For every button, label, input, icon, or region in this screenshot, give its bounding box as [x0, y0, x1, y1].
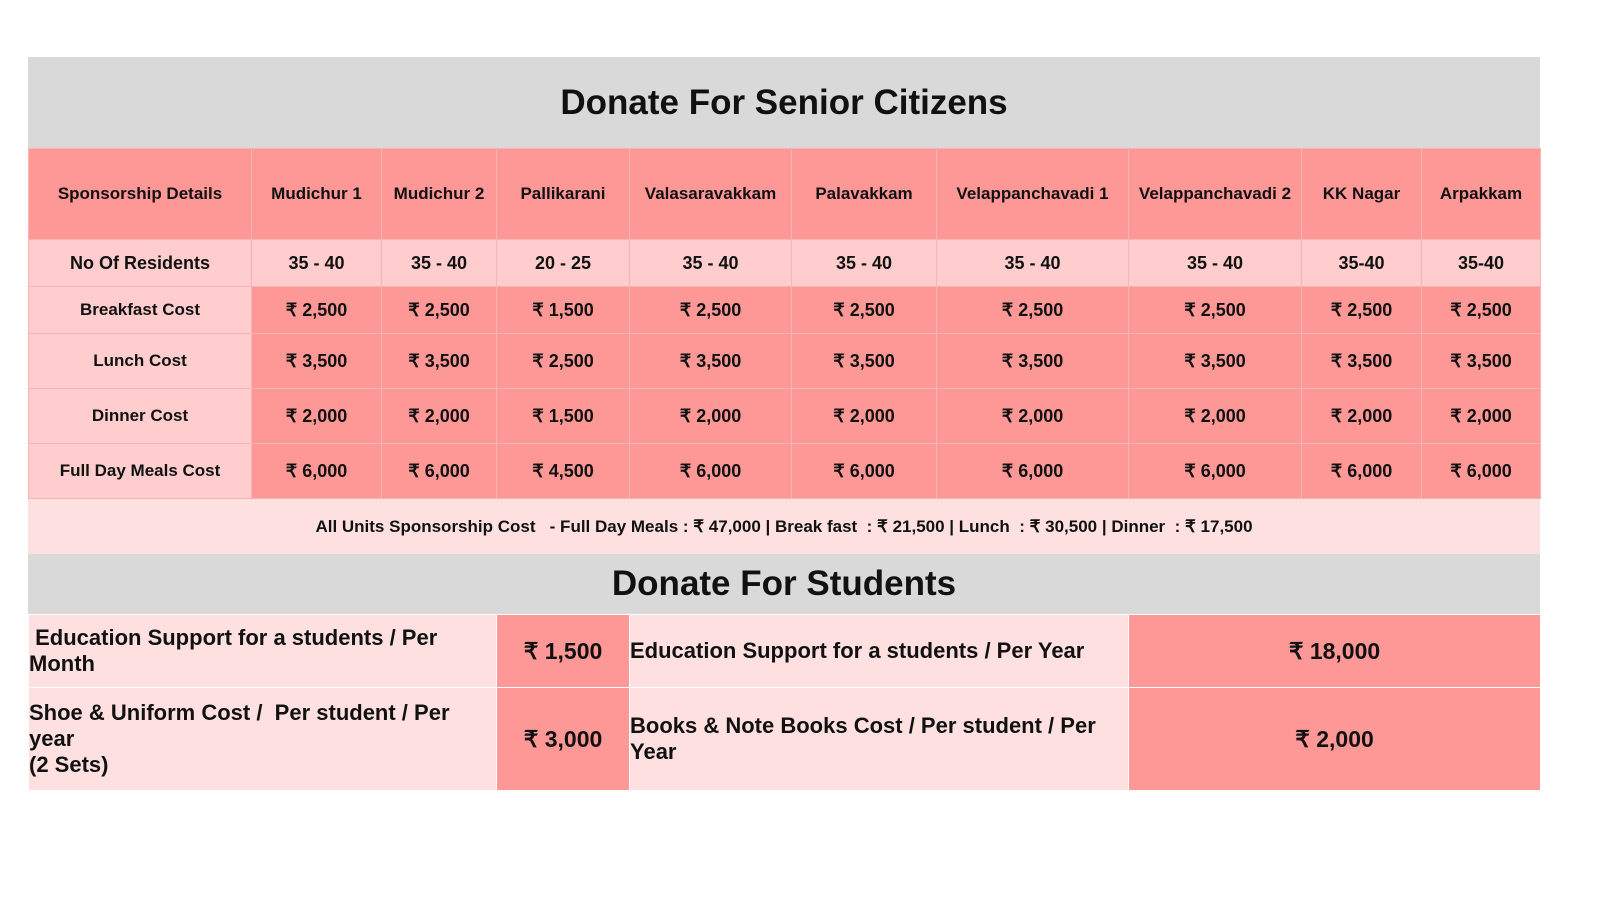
cell-value: ₹ 1,500	[496, 286, 630, 334]
cell-value: ₹ 3,500	[791, 333, 937, 389]
all-units-summary: All Units Sponsorship Cost - Full Day Me…	[28, 499, 1540, 554]
cell-value: 35-40	[1301, 239, 1422, 287]
cell-value: ₹ 1,500	[496, 388, 630, 444]
cell-value: ₹ 2,500	[496, 333, 630, 389]
cell-value: 35 - 40	[629, 239, 792, 287]
student-item-price: ₹ 1,500	[496, 614, 630, 688]
students-title: Donate For Students	[28, 554, 1540, 614]
cell-value: ₹ 2,500	[791, 286, 937, 334]
cell-value: 35-40	[1421, 239, 1541, 287]
student-row: Shoe & Uniform Cost / Per student / Per …	[28, 687, 1541, 791]
cell-value: ₹ 3,500	[1421, 333, 1541, 389]
student-item-price: ₹ 2,000	[1128, 687, 1541, 791]
cell-value: ₹ 6,000	[1421, 443, 1541, 499]
table-row: Full Day Meals Cost ₹ 6,000 ₹ 6,000 ₹ 4,500…	[28, 443, 1541, 499]
cell-value: ₹ 2,000	[629, 388, 792, 444]
cell-value: ₹ 3,500	[936, 333, 1129, 389]
cell-value: ₹ 6,000	[629, 443, 792, 499]
header-unit: Mudichur 2	[381, 148, 497, 240]
cell-value: ₹ 6,000	[251, 443, 382, 499]
cell-value: ₹ 2,000	[1421, 388, 1541, 444]
cell-value: ₹ 2,000	[251, 388, 382, 444]
header-unit: Pallikarani	[496, 148, 630, 240]
cell-value: ₹ 3,500	[629, 333, 792, 389]
header-unit: KK Nagar	[1301, 148, 1422, 240]
row-label: Lunch Cost	[28, 333, 252, 389]
header-unit: Arpakkam	[1421, 148, 1541, 240]
student-item-label: Books & Note Books Cost / Per student / …	[629, 687, 1129, 791]
cell-value: ₹ 2,000	[1301, 388, 1422, 444]
table-row: Breakfast Cost ₹ 2,500 ₹ 2,500 ₹ 1,500 ₹ 2,5…	[28, 286, 1541, 334]
cell-value: ₹ 6,000	[1128, 443, 1302, 499]
cell-value: ₹ 6,000	[936, 443, 1129, 499]
cell-value: ₹ 2,000	[791, 388, 937, 444]
cell-value: ₹ 6,000	[1301, 443, 1422, 499]
cell-value: ₹ 2,500	[251, 286, 382, 334]
header-label: Sponsorship Details	[28, 148, 252, 240]
header-unit: Palavakkam	[791, 148, 937, 240]
cell-value: ₹ 2,500	[1301, 286, 1422, 334]
cell-value: 35 - 40	[251, 239, 382, 287]
student-item-price: ₹ 18,000	[1128, 614, 1541, 688]
header-unit: Velappanchavadi 1	[936, 148, 1129, 240]
cell-value: 35 - 40	[936, 239, 1129, 287]
cell-value: ₹ 6,000	[791, 443, 937, 499]
cell-value: ₹ 4,500	[496, 443, 630, 499]
table-row: Lunch Cost ₹ 3,500 ₹ 3,500 ₹ 2,500 ₹ 3,500 ₹ …	[28, 333, 1541, 389]
student-item-label: Education Support for a students / Per M…	[28, 614, 497, 688]
cell-value: ₹ 3,500	[1301, 333, 1422, 389]
cell-value: ₹ 2,000	[381, 388, 497, 444]
row-label: No Of Residents	[28, 239, 252, 287]
cell-value: 35 - 40	[381, 239, 497, 287]
header-unit: Valasaravakkam	[629, 148, 792, 240]
cell-value: ₹ 2,500	[1128, 286, 1302, 334]
cell-value: ₹ 2,500	[381, 286, 497, 334]
student-item-label: Shoe & Uniform Cost / Per student / Per …	[28, 687, 497, 791]
cell-value: ₹ 2,000	[936, 388, 1129, 444]
cell-value: ₹ 2,500	[1421, 286, 1541, 334]
donation-sheet: Donate For Senior Citizens Sponsorship D…	[28, 57, 1541, 791]
cell-value: 20 - 25	[496, 239, 630, 287]
row-label: Full Day Meals Cost	[28, 443, 252, 499]
header-unit: Mudichur 1	[251, 148, 382, 240]
cell-value: ₹ 3,500	[251, 333, 382, 389]
cell-value: 35 - 40	[791, 239, 937, 287]
row-label: Breakfast Cost	[28, 286, 252, 334]
students-table: Education Support for a students / Per M…	[28, 614, 1541, 791]
student-item-label: Education Support for a students / Per Y…	[629, 614, 1129, 688]
cell-value: ₹ 6,000	[381, 443, 497, 499]
student-item-price: ₹ 3,000	[496, 687, 630, 791]
row-label: Dinner Cost	[28, 388, 252, 444]
cell-value: 35 - 40	[1128, 239, 1302, 287]
cell-value: ₹ 2,500	[936, 286, 1129, 334]
table-row: Dinner Cost ₹ 2,000 ₹ 2,000 ₹ 1,500 ₹ 2,000 ₹…	[28, 388, 1541, 444]
cell-value: ₹ 2,500	[629, 286, 792, 334]
header-unit: Velappanchavadi 2	[1128, 148, 1302, 240]
seniors-title: Donate For Senior Citizens	[28, 57, 1540, 148]
cell-value: ₹ 2,000	[1128, 388, 1302, 444]
cell-value: ₹ 3,500	[1128, 333, 1302, 389]
student-row: Education Support for a students / Per M…	[28, 614, 1541, 688]
cell-value: ₹ 3,500	[381, 333, 497, 389]
table-row: No Of Residents 35 - 40 35 - 40 20 - 25 35 -…	[28, 239, 1541, 287]
